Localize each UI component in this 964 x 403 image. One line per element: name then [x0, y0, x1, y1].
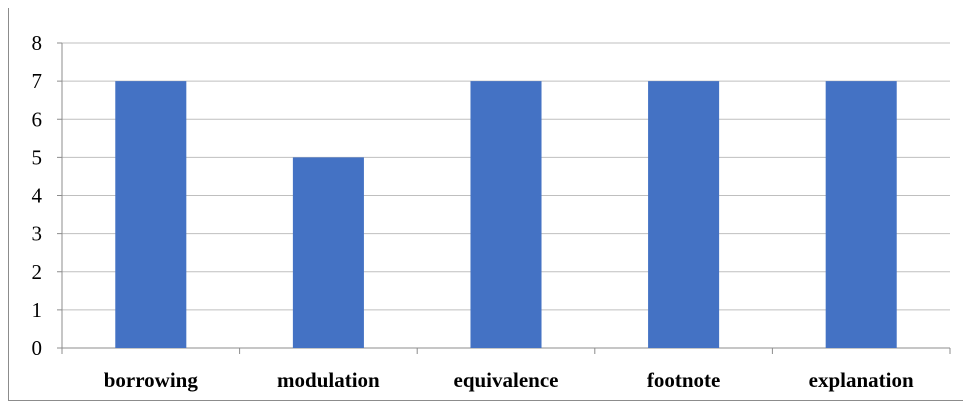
y-tick-label-8: 8 [32, 31, 43, 55]
bar-equivalence [470, 81, 542, 348]
chart-frame [8, 8, 963, 401]
y-tick-label-2: 2 [32, 260, 43, 284]
x-tick-label-equivalence: equivalence [454, 368, 559, 392]
bar-footnote [648, 81, 720, 348]
bar-borrowing [115, 81, 187, 348]
x-tick-label-explanation: explanation [809, 368, 914, 392]
y-tick-label-5: 5 [32, 145, 43, 169]
x-tick-label-modulation: modulation [277, 368, 380, 392]
y-tick-label-3: 3 [32, 222, 43, 246]
y-tick-label-7: 7 [32, 69, 43, 93]
x-tick-label-borrowing: borrowing [104, 368, 199, 392]
bar-modulation [292, 157, 364, 348]
y-tick-label-4: 4 [32, 184, 43, 208]
y-tick-label-0: 0 [32, 336, 43, 360]
bar-explanation [825, 81, 897, 348]
x-tick-label-footnote: footnote [647, 368, 720, 392]
y-tick-label-6: 6 [32, 107, 43, 131]
y-tick-label-1: 1 [32, 298, 43, 322]
